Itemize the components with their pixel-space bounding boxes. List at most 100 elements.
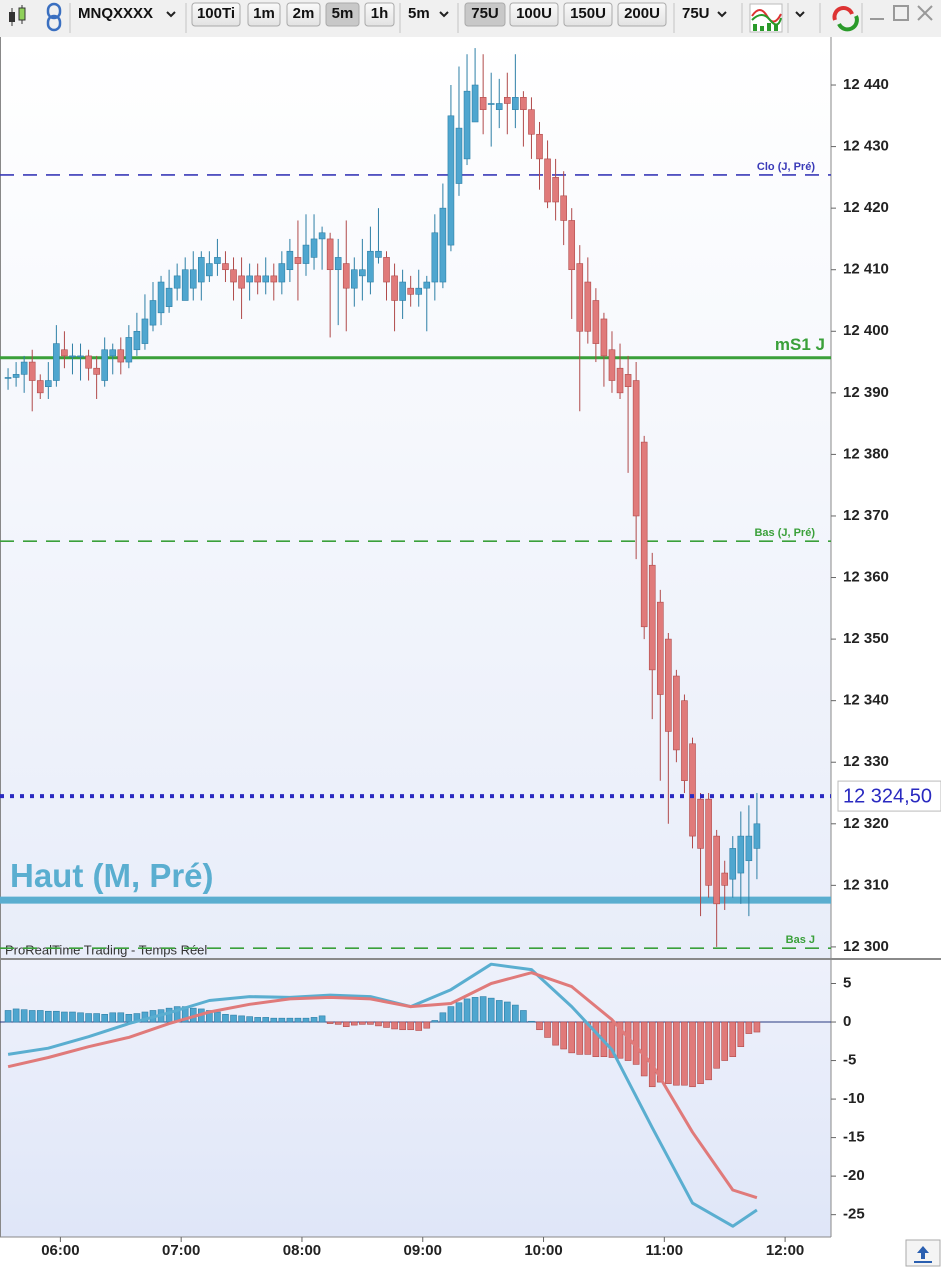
histogram-bar bbox=[375, 1021, 382, 1027]
histogram-bar bbox=[616, 1021, 624, 1059]
histogram-bar bbox=[351, 1021, 358, 1026]
candle-body bbox=[495, 103, 503, 110]
indicator-icon[interactable] bbox=[749, 3, 783, 33]
candle-body bbox=[36, 380, 44, 394]
histogram-bar bbox=[536, 1021, 543, 1031]
candle-body bbox=[351, 269, 358, 289]
candle-body bbox=[334, 257, 342, 271]
histogram-bar bbox=[294, 1017, 302, 1023]
tick-label[interactable]: 200U bbox=[624, 5, 660, 22]
watermark: ProRealTime Trading - Temps Réel bbox=[5, 942, 207, 957]
timeframe-label[interactable]: 1h bbox=[371, 5, 389, 22]
tick-button[interactable] bbox=[509, 2, 559, 27]
candle-body bbox=[753, 823, 761, 849]
timeframe-button[interactable] bbox=[286, 2, 321, 27]
histogram-bar bbox=[342, 1021, 350, 1027]
link-icon[interactable] bbox=[46, 2, 62, 32]
candle-body bbox=[165, 287, 173, 307]
histogram-bar bbox=[447, 1006, 455, 1023]
histogram-bar bbox=[214, 1011, 221, 1023]
candle-body bbox=[262, 275, 270, 283]
timeframe-label[interactable]: 1m bbox=[253, 5, 275, 22]
candle-body bbox=[640, 441, 648, 628]
timeframe-label[interactable]: 5m bbox=[332, 5, 354, 22]
dropdown-chevron[interactable] bbox=[439, 11, 449, 18]
candle-body bbox=[560, 195, 567, 221]
tick-button[interactable] bbox=[617, 2, 667, 27]
y-tick-label: 12 350 bbox=[843, 630, 889, 647]
histogram-bar bbox=[656, 1021, 664, 1083]
histogram-bar bbox=[85, 1013, 92, 1023]
candle-body bbox=[584, 281, 592, 332]
tick-button[interactable] bbox=[563, 2, 613, 27]
candle-body bbox=[697, 798, 704, 849]
macd-panel bbox=[0, 960, 831, 1237]
histogram-bar bbox=[471, 997, 479, 1023]
candle-body bbox=[745, 835, 753, 862]
dropdown-chevron[interactable] bbox=[166, 11, 176, 18]
histogram-bar bbox=[455, 1002, 463, 1023]
candle-body bbox=[222, 263, 229, 271]
reference-label: Clo (J, Pré) bbox=[757, 161, 815, 173]
candle-body bbox=[552, 177, 559, 203]
candle-body bbox=[455, 127, 463, 184]
x-tick-label: 08:00 bbox=[283, 1242, 321, 1259]
histogram-bar bbox=[246, 1016, 253, 1023]
histogram-bar bbox=[487, 997, 495, 1023]
candle-body bbox=[536, 133, 543, 160]
timeframe-button[interactable] bbox=[325, 2, 360, 27]
chart-type-icon[interactable] bbox=[9, 5, 26, 26]
timeframe-button[interactable] bbox=[364, 2, 395, 27]
tick-button[interactable] bbox=[464, 2, 506, 27]
y-tick-label: 12 330 bbox=[843, 753, 889, 770]
histogram-bar bbox=[109, 1012, 117, 1023]
histogram-bar bbox=[648, 1021, 656, 1088]
candle-body bbox=[270, 275, 278, 283]
candle-body bbox=[342, 263, 350, 289]
candle-body bbox=[109, 349, 117, 357]
dropdown-chevron[interactable] bbox=[717, 11, 727, 18]
tick-label[interactable]: 75U bbox=[471, 5, 499, 22]
histogram-bar bbox=[326, 1021, 334, 1024]
candle-body bbox=[737, 835, 745, 874]
candle-body bbox=[4, 377, 12, 379]
candle-body bbox=[294, 257, 302, 264]
tick-label[interactable]: 100U bbox=[516, 5, 552, 22]
histogram-bar bbox=[93, 1013, 100, 1023]
histogram-bar bbox=[423, 1021, 431, 1029]
histogram-bar bbox=[495, 1000, 503, 1023]
tick-label[interactable]: 150U bbox=[570, 5, 606, 22]
timeframe-button[interactable] bbox=[191, 2, 241, 27]
histogram-bar bbox=[528, 1020, 535, 1023]
candle-body bbox=[189, 269, 197, 289]
candle-body bbox=[463, 90, 471, 160]
histogram-bar bbox=[28, 1010, 36, 1023]
histogram-bar bbox=[399, 1021, 406, 1031]
x-tick-label: 09:00 bbox=[404, 1242, 442, 1259]
histogram-bar bbox=[367, 1021, 374, 1025]
candle-body bbox=[302, 244, 310, 264]
candle-body bbox=[391, 275, 398, 301]
candle-body bbox=[101, 349, 108, 381]
period[interactable]: 5m bbox=[408, 5, 430, 22]
candle-body bbox=[479, 97, 487, 110]
histogram-bar bbox=[568, 1021, 576, 1054]
timeframe-button[interactable] bbox=[247, 2, 281, 27]
histogram-bar bbox=[206, 1010, 213, 1023]
candle-body bbox=[85, 355, 92, 369]
candle-body bbox=[431, 232, 439, 283]
histogram-bar bbox=[222, 1014, 229, 1023]
y-tick-label: 12 380 bbox=[843, 445, 889, 462]
y-tick-label: -10 bbox=[843, 1090, 865, 1107]
symbol[interactable]: MNQXXXX bbox=[78, 5, 153, 22]
window-buttons[interactable] bbox=[870, 5, 933, 21]
tick-size[interactable]: 75U bbox=[682, 5, 710, 22]
histogram-bar bbox=[689, 1021, 696, 1088]
timeframe-label[interactable]: 100Ti bbox=[197, 5, 235, 22]
refresh-icon[interactable] bbox=[832, 6, 859, 32]
candle-body bbox=[713, 835, 720, 905]
dropdown-chevron[interactable] bbox=[795, 11, 805, 18]
scroll-button[interactable] bbox=[905, 1239, 941, 1267]
timeframe-label[interactable]: 2m bbox=[293, 5, 315, 22]
